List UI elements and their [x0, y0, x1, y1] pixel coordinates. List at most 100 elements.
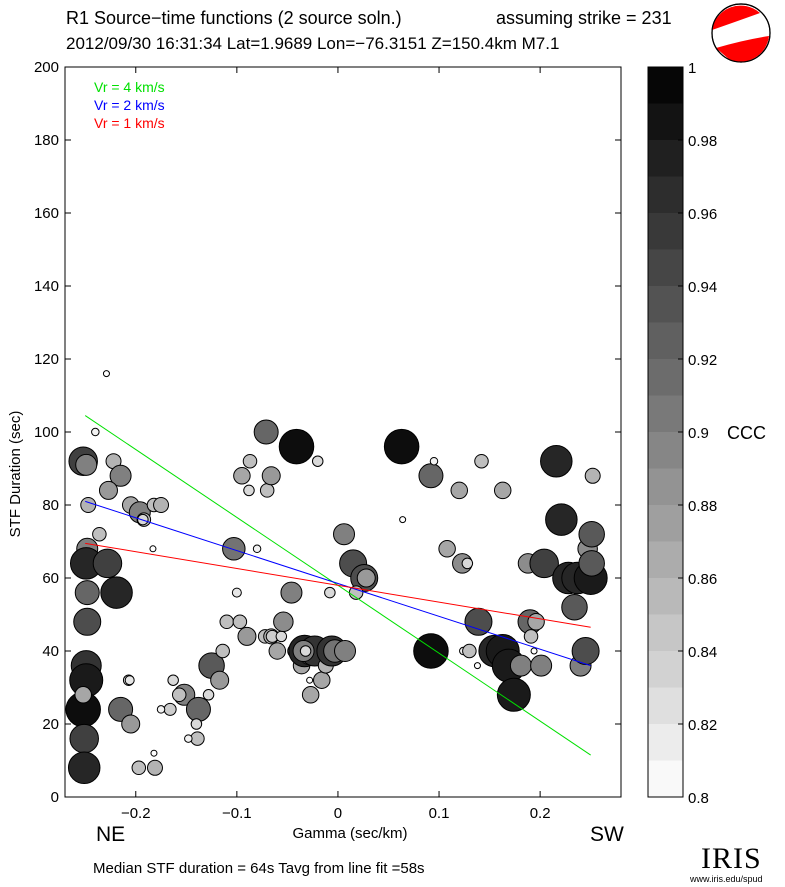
data-point: [306, 676, 314, 684]
data-point: [438, 540, 456, 558]
data-point: [75, 453, 98, 476]
legend-entry: Vr = 1 km/s: [94, 115, 165, 131]
colorbar-segment: [648, 322, 683, 359]
data-point: [150, 749, 158, 757]
colorbar-label: CCC: [727, 423, 766, 443]
data-point: [98, 480, 118, 500]
data-point: [163, 702, 177, 716]
y-tick-label: 200: [34, 59, 59, 76]
data-point: [185, 696, 211, 722]
data-point: [146, 759, 163, 776]
colorbar-segment: [648, 541, 683, 578]
data-point: [356, 568, 376, 588]
data-point: [243, 484, 255, 497]
y-tick-label: 20: [42, 716, 59, 733]
colorbar-tick-label: 0.98: [688, 133, 717, 150]
data-point: [190, 718, 203, 730]
colorbar-segment: [648, 286, 683, 323]
data-point: [509, 654, 532, 677]
colorbar-tick-label: 0.82: [688, 717, 717, 734]
y-tick-label: 120: [34, 351, 59, 368]
colorbar-segment: [648, 651, 683, 688]
data-point: [561, 593, 588, 621]
data-point: [313, 671, 331, 689]
data-point: [261, 466, 281, 486]
data-point: [74, 580, 100, 606]
data-point: [299, 645, 312, 657]
data-point: [80, 497, 97, 513]
y-tick-label: 100: [34, 424, 59, 441]
data-point: [167, 674, 179, 686]
colorbar-tick-label: 0.84: [688, 644, 717, 661]
data-point: [109, 464, 132, 487]
legend-entry: Vr = 2 km/s: [94, 97, 165, 113]
data-point: [222, 537, 246, 561]
summary-text: Median STF duration = 64s Tavg from line…: [93, 860, 425, 877]
data-point: [462, 643, 477, 659]
y-axis-label: STF Duration (sec): [7, 411, 24, 538]
colorbar-segment: [648, 103, 683, 140]
data-point: [461, 557, 474, 570]
data-point: [242, 453, 258, 469]
data-point: [184, 734, 193, 743]
data-point: [153, 497, 170, 513]
data-point: [91, 427, 100, 437]
strike-label: assuming strike = 231: [496, 8, 672, 28]
sw-label: SW: [590, 823, 624, 846]
colorbar-segment: [648, 578, 683, 615]
colorbar-tick-label: 1: [688, 60, 696, 77]
iris-url: www.iris.edu/spud: [690, 874, 763, 884]
event-info: 2012/09/30 16:31:34 Lat=1.9689 Lon=−76.3…: [66, 34, 560, 53]
data-point: [92, 526, 107, 542]
colorbar-segment: [648, 614, 683, 651]
data-point: [383, 428, 420, 465]
chart-title: R1 Source−time functions (2 source soln.…: [66, 8, 402, 28]
data-point: [74, 686, 92, 704]
data-point: [232, 614, 248, 630]
colorbar-segment: [648, 505, 683, 542]
fit-line: [85, 500, 591, 667]
data-point: [278, 428, 315, 465]
data-point: [156, 705, 166, 714]
data-point: [237, 626, 257, 646]
data-point: [121, 714, 141, 734]
colorbar-segment: [648, 432, 683, 469]
colorbar-segment: [648, 468, 683, 505]
legend-entry: Vr = 4 km/s: [94, 79, 165, 95]
data-point: [108, 696, 134, 722]
data-point: [202, 689, 215, 701]
x-tick-label: 0.1: [429, 805, 450, 822]
colorbar-segment: [648, 176, 683, 213]
data-point: [215, 643, 230, 659]
colorbar-segment: [648, 724, 683, 761]
data-point: [334, 640, 357, 662]
data-point: [578, 550, 605, 577]
x-tick-label: 0.2: [530, 805, 551, 822]
data-point: [418, 463, 444, 489]
colorbar-tick-label: 0.92: [688, 352, 717, 369]
data-point: [527, 613, 545, 631]
data-point: [584, 467, 601, 484]
y-tick-label: 40: [42, 643, 59, 660]
data-point: [149, 545, 157, 553]
data-point: [253, 419, 279, 445]
colorbar-tick-label: 0.94: [688, 279, 717, 296]
data-point: [219, 614, 234, 630]
colorbar-tick-label: 0.96: [688, 206, 717, 223]
data-point: [268, 642, 287, 660]
data-point: [131, 760, 147, 776]
data-point: [190, 731, 205, 746]
y-tick-label: 80: [42, 497, 59, 514]
data-point: [399, 516, 407, 524]
data-point: [540, 444, 573, 478]
data-point: [301, 686, 320, 704]
data-point: [259, 483, 275, 498]
data-point: [530, 654, 553, 677]
colorbar-tick-label: 0.88: [688, 498, 717, 515]
data-point: [311, 455, 324, 467]
x-tick-label: −0.1: [222, 805, 252, 822]
y-tick-label: 160: [34, 205, 59, 222]
colorbar-segment: [648, 395, 683, 432]
data-point: [102, 370, 110, 378]
colorbar-segment: [648, 213, 683, 250]
